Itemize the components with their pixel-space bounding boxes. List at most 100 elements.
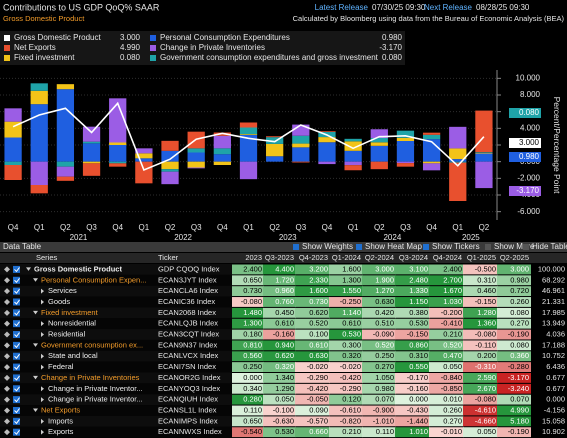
expander[interactable]	[33, 375, 38, 380]
cell-value: 0.260	[510, 297, 529, 306]
ticker: ECAN3CQT Index	[158, 330, 219, 339]
row-checkbox[interactable]	[13, 287, 20, 295]
row-checkbox[interactable]	[13, 352, 20, 360]
toolbar-button[interactable]: Show More	[494, 242, 535, 251]
row-checkbox[interactable]	[13, 396, 20, 404]
expander[interactable]	[41, 364, 44, 370]
toolbar-button[interactable]: Show Heat Map	[365, 242, 422, 251]
ticker: ECANIMPS Index	[158, 416, 218, 425]
heat-cell	[497, 373, 531, 383]
row-handle[interactable]	[4, 353, 10, 360]
toolbar-checkbox[interactable]	[523, 244, 529, 250]
expander[interactable]	[33, 310, 38, 315]
row-checkbox[interactable]	[13, 428, 20, 436]
heat-cell	[232, 307, 264, 318]
toolbar-checkbox[interactable]	[485, 244, 491, 250]
row-background	[0, 405, 232, 416]
cell-value: -0.540	[241, 427, 262, 436]
cell-value: 1.290	[275, 384, 294, 393]
expander[interactable]	[26, 267, 31, 271]
expander[interactable]	[33, 408, 38, 412]
toolbar-checkbox[interactable]	[356, 244, 362, 250]
heat-cell	[395, 307, 430, 318]
expander[interactable]	[41, 397, 44, 403]
row-handle[interactable]	[4, 309, 10, 316]
heat-cell	[463, 340, 498, 351]
row-handle[interactable]	[4, 374, 10, 381]
weight-value: 4.036	[546, 330, 565, 339]
toolbar-checkbox[interactable]	[293, 244, 299, 250]
expander[interactable]	[33, 343, 38, 347]
row-handle[interactable]	[4, 298, 10, 305]
toolbar-checkbox[interactable]	[423, 244, 429, 250]
x-year-label: 2021	[70, 233, 88, 242]
row-checkbox[interactable]	[13, 406, 20, 414]
expander[interactable]	[41, 321, 44, 327]
row-handle[interactable]	[4, 331, 10, 338]
row-checkbox[interactable]	[13, 331, 20, 339]
cell-value: 2.480	[409, 275, 428, 284]
row-checkbox[interactable]	[13, 276, 20, 284]
row-handle[interactable]	[4, 277, 10, 284]
x-tick-label: Q4	[8, 223, 19, 232]
expander[interactable]	[41, 429, 44, 435]
row-check	[14, 343, 20, 349]
row-checkbox[interactable]	[13, 341, 20, 349]
expander[interactable]	[41, 386, 44, 392]
heat-cell	[329, 416, 363, 427]
row-checkbox[interactable]	[13, 374, 20, 382]
row-handle[interactable]	[4, 320, 10, 327]
heat-cell	[497, 394, 531, 405]
y-tick-label: -2.000	[517, 173, 540, 182]
x-tick-label: Q2	[269, 223, 280, 232]
expander[interactable]	[41, 332, 44, 338]
row-checkbox[interactable]	[13, 417, 20, 425]
expander[interactable]	[41, 288, 44, 294]
bar-segment	[56, 84, 75, 90]
legend-value: 0.080	[382, 53, 403, 62]
row-handle[interactable]	[4, 407, 10, 414]
weight-value: 17.188	[542, 340, 565, 349]
toolbar-button[interactable]: Show Tickers	[432, 242, 480, 251]
row-handle[interactable]	[4, 385, 10, 392]
heat-cell	[295, 373, 330, 383]
bar-segment	[135, 158, 153, 162]
heat-cell	[329, 362, 363, 372]
row-handle[interactable]	[4, 418, 10, 425]
bar-segment	[344, 141, 362, 151]
expander[interactable]	[41, 353, 44, 359]
heat-cell	[329, 297, 363, 307]
cell-value: 1.600	[309, 286, 328, 295]
row-check	[14, 397, 20, 403]
column-header: Q4-2023	[299, 253, 328, 262]
cell-value: 1.330	[409, 286, 428, 295]
cell-value: 1.360	[477, 319, 496, 328]
toolbar-button[interactable]: Show Weights	[302, 242, 353, 251]
row-checkbox[interactable]	[13, 309, 20, 317]
heat-cell	[463, 307, 498, 318]
expander[interactable]	[33, 278, 38, 282]
row-checkbox[interactable]	[13, 265, 20, 273]
row-checkbox[interactable]	[13, 385, 20, 393]
cell-value: -0.010	[441, 427, 462, 436]
row-handle[interactable]	[4, 288, 10, 295]
row-handle[interactable]	[4, 266, 10, 273]
heat-cell	[497, 264, 531, 275]
expander[interactable]	[41, 299, 44, 305]
row-handle[interactable]	[4, 364, 10, 371]
toolbar-button[interactable]: Hide Table	[532, 242, 567, 251]
row-checkbox[interactable]	[13, 320, 20, 328]
heat-cell	[329, 329, 363, 340]
bar-segment	[82, 161, 101, 164]
expander[interactable]	[41, 418, 44, 424]
cell-value: 0.630	[375, 297, 394, 306]
row-check	[14, 321, 20, 327]
row-checkbox[interactable]	[13, 298, 20, 306]
row-checkbox[interactable]	[13, 363, 20, 371]
row-handle[interactable]	[4, 396, 10, 403]
row-handle[interactable]	[4, 429, 10, 436]
column-header: Q2-2025	[500, 253, 529, 262]
row-handle[interactable]	[4, 342, 10, 349]
cell-value: -0.310	[475, 362, 496, 371]
legend-swatch	[150, 35, 156, 41]
